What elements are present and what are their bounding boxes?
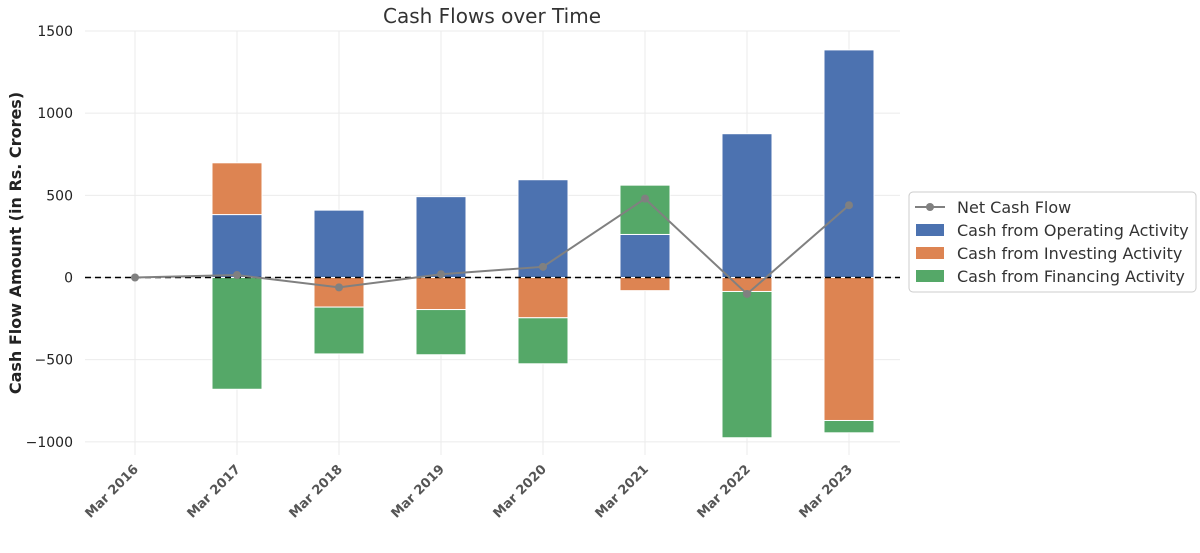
legend-label: Cash from Investing Activity <box>957 244 1182 263</box>
x-tick-label: Mar 2018 <box>287 462 346 521</box>
x-tick-label: Mar 2016 <box>83 462 142 521</box>
y-tick-label: 1000 <box>37 106 73 122</box>
legend-bar-swatch <box>916 247 944 259</box>
net-cash-flow-point <box>539 262 547 271</box>
chart-title: Cash Flows over Time <box>383 4 601 28</box>
bar-cash-from-financing-activity <box>517 317 569 365</box>
gridlines <box>85 30 900 455</box>
bar-cash-from-operating-activity <box>211 214 263 279</box>
y-tick-label: 1500 <box>37 24 73 40</box>
legend-bar-swatch <box>916 270 944 282</box>
bar-cash-from-investing-activity <box>517 277 569 319</box>
x-axis-ticks: Mar 2016 Mar 2017 Mar 2018 Mar 2019 Mar 2020… <box>83 462 856 521</box>
y-tick-label: −500 <box>35 353 73 369</box>
bar-cash-from-operating-activity <box>313 209 365 279</box>
bar-cash-from-financing-activity <box>823 419 875 434</box>
bar-cash-from-investing-activity <box>823 277 875 421</box>
bar-cash-from-operating-activity <box>619 233 671 279</box>
y-axis-ticks: 1500 1000 500 0 −500 −1000 <box>26 24 73 451</box>
net-cash-flow-point <box>233 271 241 280</box>
legend: Net Cash Flow Cash from Operating Activit… <box>908 191 1197 293</box>
net-cash-flow-point <box>641 194 649 203</box>
bar-cash-from-financing-activity <box>721 290 773 439</box>
net-cash-flow-line <box>131 194 853 298</box>
x-tick-label: Mar 2020 <box>491 462 550 521</box>
net-cash-flow-point <box>743 289 751 298</box>
bar-cash-from-financing-activity <box>211 277 263 390</box>
bar-cash-from-investing-activity <box>313 277 365 308</box>
net-cash-flow-point <box>335 283 343 292</box>
bar-cash-from-operating-activity <box>517 179 569 279</box>
y-tick-label: 0 <box>64 271 73 287</box>
x-tick-label: Mar 2017 <box>185 462 244 521</box>
bar-cash-from-financing-activity <box>313 306 365 355</box>
x-tick-label: Mar 2021 <box>593 462 652 521</box>
x-tick-label: Mar 2023 <box>797 462 856 521</box>
x-tick-label: Mar 2019 <box>389 462 448 521</box>
bar-cash-from-investing-activity <box>415 277 467 311</box>
bar-cash-from-operating-activity <box>823 49 875 279</box>
legend-marker <box>926 203 934 211</box>
net-cash-flow-polyline <box>134 197 850 296</box>
bar-cash-from-investing-activity <box>211 162 263 216</box>
legend-label: Net Cash Flow <box>957 198 1071 217</box>
bar-cash-from-investing-activity <box>619 277 671 292</box>
y-tick-label: 500 <box>46 188 73 204</box>
bar-series <box>211 49 875 439</box>
legend-box <box>908 191 1197 293</box>
y-tick-label: −1000 <box>26 435 73 451</box>
net-cash-flow-point <box>131 273 139 282</box>
legend-label: Cash from Financing Activity <box>957 267 1185 286</box>
x-tick-label: Mar 2022 <box>695 462 754 521</box>
legend-label: Cash from Operating Activity <box>957 221 1189 240</box>
net-cash-flow-point <box>437 270 445 279</box>
net-cash-flow-point <box>845 201 853 210</box>
bar-cash-from-operating-activity <box>415 196 467 279</box>
bar-cash-from-operating-activity <box>721 133 773 279</box>
bar-cash-from-financing-activity <box>415 309 467 356</box>
y-axis-label: Cash Flow Amount (in Rs. Crores) <box>6 92 25 394</box>
legend-bar-swatch <box>916 224 944 236</box>
